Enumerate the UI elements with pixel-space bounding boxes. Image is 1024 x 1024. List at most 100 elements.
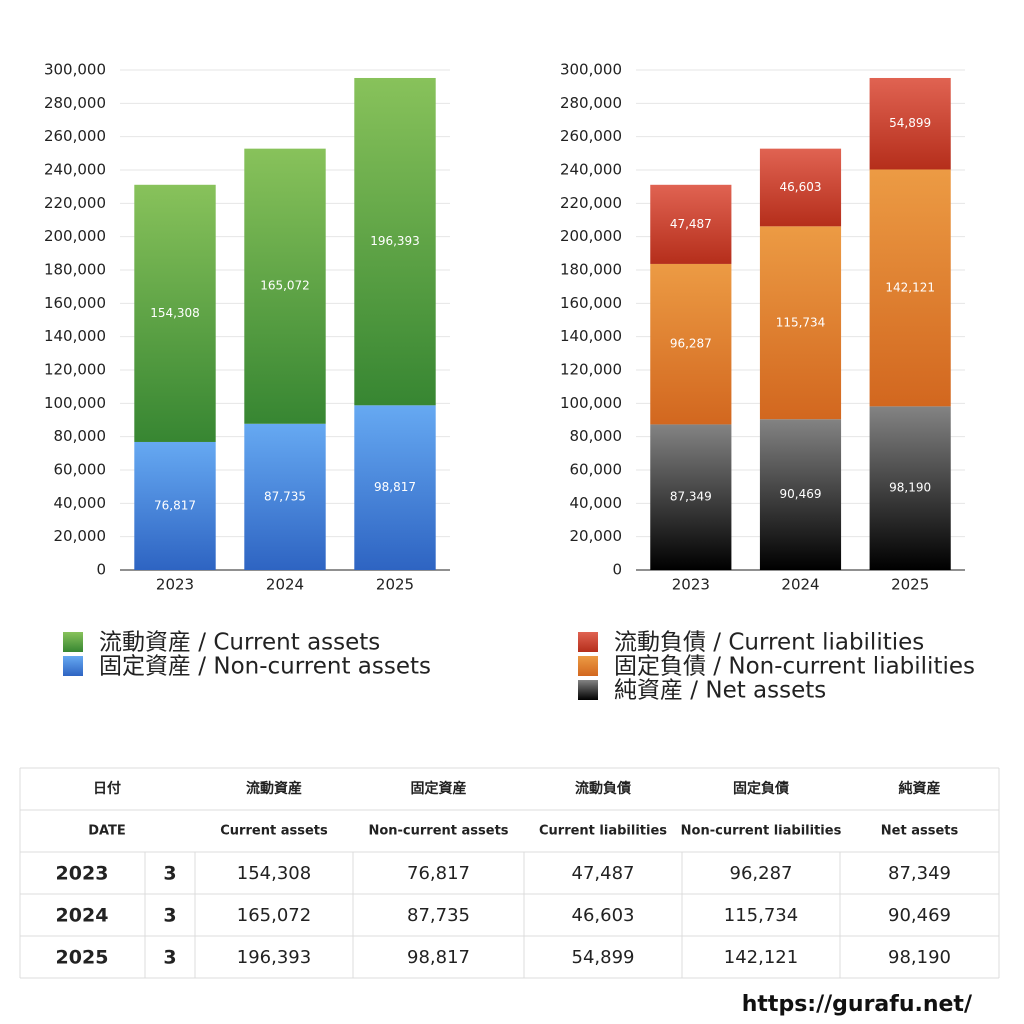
footer-url: https://gurafu.net/ — [742, 992, 973, 1017]
table-cell: 46,603 — [572, 905, 635, 926]
y-tick-label: 180,000 — [560, 261, 622, 279]
y-tick-label: 160,000 — [560, 294, 622, 312]
value-label: 90,469 — [780, 487, 822, 501]
y-tick-label: 200,000 — [44, 227, 106, 245]
table-cell: 87,735 — [407, 905, 470, 926]
table-cell: 54,899 — [572, 947, 635, 968]
legend-swatch — [578, 656, 598, 676]
table-header: Non-current liabilities — [681, 824, 842, 839]
bar-segment — [759, 148, 842, 227]
legend-label: 流動負債 / Current liabilities — [614, 630, 924, 656]
y-tick-label: 60,000 — [54, 461, 107, 479]
value-label: 87,735 — [264, 489, 306, 503]
legend-swatch — [578, 680, 598, 700]
y-tick-label: 40,000 — [54, 494, 107, 512]
table-cell: 2025 — [56, 947, 109, 969]
y-tick-label: 40,000 — [570, 494, 623, 512]
bar-segment — [650, 184, 732, 264]
table-cell: 165,072 — [237, 905, 311, 926]
y-tick-label: 80,000 — [54, 427, 107, 445]
y-tick-label: 100,000 — [560, 394, 622, 412]
y-tick-label: 200,000 — [560, 227, 622, 245]
legend-label: 流動資産 / Current assets — [99, 630, 380, 656]
table-cell: 142,121 — [724, 947, 798, 968]
value-label: 46,603 — [780, 180, 822, 194]
table-header: Current assets — [220, 824, 328, 839]
y-tick-label: 160,000 — [44, 294, 106, 312]
table-header: 流動負債 — [575, 780, 631, 797]
bar-segment — [354, 77, 436, 406]
bar-segment — [244, 148, 326, 424]
x-tick-label: 2024 — [266, 576, 304, 594]
legend-swatch — [63, 656, 83, 676]
table-cell: 2024 — [56, 905, 109, 927]
table-header: 固定負債 — [733, 780, 789, 797]
y-tick-label: 220,000 — [44, 194, 106, 212]
legend-label: 固定資産 / Non-current assets — [99, 654, 431, 680]
bar-segment — [354, 405, 436, 570]
bar-segment — [869, 406, 951, 570]
value-label: 196,393 — [370, 234, 420, 248]
y-tick-label: 280,000 — [560, 94, 622, 112]
table-cell: 115,734 — [724, 905, 798, 926]
value-label: 47,487 — [670, 217, 712, 231]
bar-segment — [650, 263, 732, 425]
y-tick-label: 80,000 — [570, 427, 623, 445]
value-label: 98,190 — [889, 481, 931, 495]
value-label: 54,899 — [889, 116, 931, 130]
y-tick-label: 20,000 — [54, 527, 107, 545]
value-label: 87,349 — [670, 490, 712, 504]
y-tick-label: 140,000 — [44, 327, 106, 345]
bar-segment — [650, 424, 732, 570]
x-tick-label: 2025 — [376, 576, 414, 594]
table-header: 純資産 — [899, 780, 941, 797]
legend-swatch — [63, 632, 83, 652]
y-tick-label: 120,000 — [560, 361, 622, 379]
legend-swatch — [578, 632, 598, 652]
y-tick-label: 20,000 — [570, 527, 623, 545]
bar-segment — [134, 441, 216, 570]
y-tick-label: 100,000 — [44, 394, 106, 412]
table-cell: 90,469 — [888, 905, 951, 926]
y-tick-label: 140,000 — [560, 327, 622, 345]
table-header: 固定資産 — [411, 780, 467, 797]
y-tick-label: 260,000 — [44, 127, 106, 145]
x-tick-label: 2024 — [781, 576, 819, 594]
y-tick-label: 60,000 — [570, 461, 623, 479]
y-tick-label: 220,000 — [560, 194, 622, 212]
x-tick-label: 2023 — [156, 576, 194, 594]
bar-segment — [244, 423, 326, 570]
y-tick-label: 240,000 — [44, 161, 106, 179]
table-cell: 2023 — [56, 863, 109, 885]
table-cell: 3 — [163, 863, 176, 885]
y-tick-label: 240,000 — [560, 161, 622, 179]
table-cell: 3 — [163, 905, 176, 927]
y-tick-label: 280,000 — [44, 94, 106, 112]
table-cell: 98,190 — [888, 947, 951, 968]
y-tick-label: 0 — [96, 561, 106, 579]
table-header: 日付 — [93, 780, 121, 797]
value-label: 96,287 — [670, 337, 712, 351]
bar-segment — [869, 169, 951, 407]
table-cell: 196,393 — [237, 947, 311, 968]
bar-segment — [134, 184, 216, 442]
legend-label: 純資産 / Net assets — [614, 678, 826, 704]
table-cell: 96,287 — [730, 863, 793, 884]
y-tick-label: 0 — [612, 561, 622, 579]
table-cell: 154,308 — [237, 863, 311, 884]
bar-segment — [759, 419, 842, 570]
x-tick-label: 2025 — [891, 576, 929, 594]
bar-segment — [759, 226, 842, 420]
table-cell: 76,817 — [407, 863, 470, 884]
table-header: 流動資産 — [246, 780, 302, 797]
y-tick-label: 300,000 — [44, 61, 106, 79]
y-tick-label: 180,000 — [44, 261, 106, 279]
value-label: 115,734 — [776, 315, 826, 329]
y-tick-label: 300,000 — [560, 61, 622, 79]
value-label: 76,817 — [154, 498, 196, 512]
table-cell: 87,349 — [888, 863, 951, 884]
table-cell: 98,817 — [407, 947, 470, 968]
table-header: Net assets — [881, 824, 959, 839]
